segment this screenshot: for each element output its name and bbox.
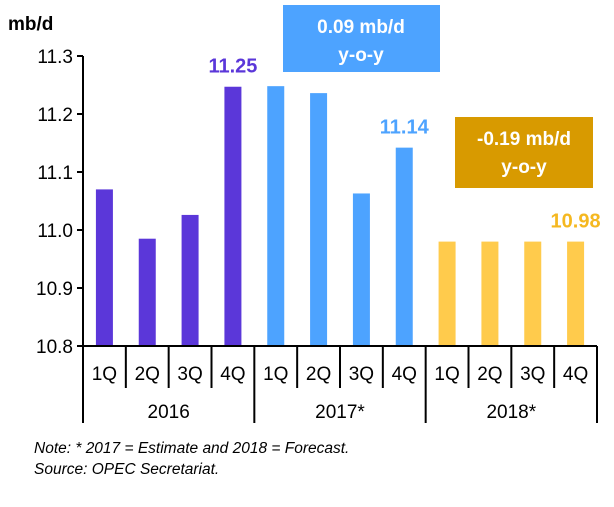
x-tick-label: 4Q bbox=[563, 364, 588, 385]
bar bbox=[438, 241, 456, 346]
x-tick-label: 3Q bbox=[349, 364, 374, 385]
yoy-annotation-box bbox=[455, 117, 593, 188]
bar bbox=[567, 241, 585, 346]
bar bbox=[481, 241, 499, 346]
bar bbox=[224, 86, 242, 347]
bar bbox=[181, 214, 199, 346]
yoy-annotation-value: -0.19 mb/d bbox=[477, 129, 571, 150]
data-label: 10.98 bbox=[551, 211, 601, 233]
yoy-annotation-label: y-o-y bbox=[338, 45, 384, 66]
bar bbox=[95, 189, 113, 346]
y-tick-label: 10.8 bbox=[36, 337, 73, 358]
y-tick-label: 11.3 bbox=[37, 47, 73, 68]
bar bbox=[267, 86, 285, 346]
data-label: 11.25 bbox=[208, 56, 257, 78]
chart-note: Note: * 2017 = Estimate and 2018 = Forec… bbox=[34, 440, 350, 457]
x-tick-label: 3Q bbox=[520, 364, 545, 385]
bar bbox=[310, 93, 328, 347]
x-tick-label: 2Q bbox=[477, 364, 502, 385]
group-label: 2018* bbox=[486, 402, 536, 423]
data-label: 11.14 bbox=[380, 117, 430, 139]
x-tick-label: 4Q bbox=[220, 364, 245, 385]
x-tick-label: 1Q bbox=[263, 364, 288, 385]
x-tick-label: 2Q bbox=[306, 364, 331, 385]
yoy-annotation-value: 0.09 mb/d bbox=[317, 17, 405, 38]
yoy-annotation-box bbox=[283, 5, 440, 72]
chart-source: Source: OPEC Secretariat. bbox=[34, 461, 220, 478]
bar-chart: mb/d 10.8 10.9 11.0 11.1 11.2 11.3 1Q 2Q 3Q 4Q 1Q 2Q… bbox=[8, 5, 601, 423]
x-tick-label: 4Q bbox=[392, 364, 417, 385]
group-label: 2017* bbox=[315, 402, 365, 423]
x-tick-label: 2Q bbox=[135, 364, 160, 385]
x-tick-label: 3Q bbox=[177, 364, 202, 385]
bar bbox=[524, 241, 542, 346]
y-tick-label: 10.9 bbox=[36, 279, 73, 300]
group-label: 2016 bbox=[148, 402, 190, 423]
bar bbox=[138, 238, 156, 346]
y-tick-label: 11.0 bbox=[37, 221, 73, 242]
yoy-annotation-label: y-o-y bbox=[501, 157, 547, 178]
y-axis-label: mb/d bbox=[8, 14, 53, 35]
bar bbox=[395, 147, 413, 346]
y-tick-label: 11.2 bbox=[37, 105, 73, 126]
x-tick-label: 1Q bbox=[434, 364, 459, 385]
y-tick-label: 11.1 bbox=[37, 163, 73, 184]
x-tick-label: 1Q bbox=[92, 364, 117, 385]
bar bbox=[352, 193, 370, 346]
